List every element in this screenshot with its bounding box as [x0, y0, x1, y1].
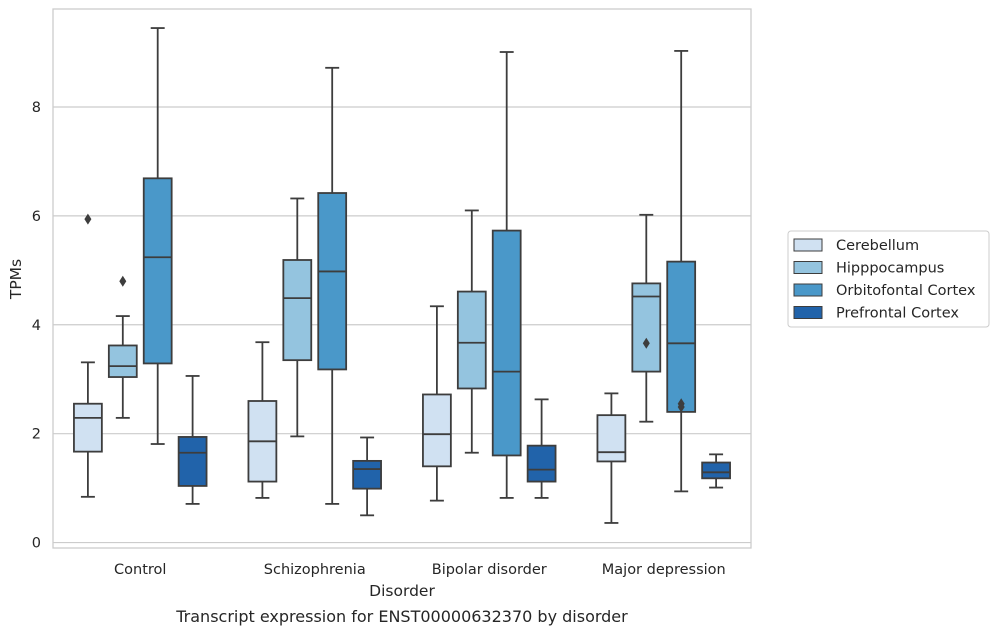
legend-swatch [793, 306, 823, 319]
y-tick-label: 8 [32, 100, 41, 116]
x-tick-label: Control [114, 562, 166, 578]
box-cerebellum [422, 305, 452, 502]
legend-swatch [793, 283, 823, 297]
outlier-marker [84, 213, 92, 225]
legend-swatch [793, 238, 823, 252]
y-axis-label: TPMs [7, 259, 25, 300]
y-tick-labels: 0 2 4 6 8 [32, 100, 41, 552]
y-tick-label: 2 [32, 427, 41, 443]
box-cerebellum [73, 213, 103, 498]
box-orbitofontal-cortex [142, 27, 173, 445]
box-cerebellum [596, 392, 627, 524]
iqr-box [491, 229, 522, 457]
iqr-box [526, 444, 557, 483]
box-orbitofontal-cortex [666, 50, 697, 493]
outlier-marker [642, 337, 650, 349]
x-tick-label: Schizophrenia [264, 562, 366, 578]
legend-label: Hipppocampus [836, 261, 944, 277]
iqr-box [666, 260, 697, 413]
box-prefrontal-cortex [177, 375, 208, 505]
box-prefrontal-cortex [526, 398, 557, 499]
y-tick-label: 0 [32, 536, 41, 552]
y-tick-label: 6 [32, 209, 41, 225]
iqr-box [456, 290, 487, 390]
box-hipppocampus [282, 197, 313, 438]
legend-label: Prefrontal Cortex [836, 306, 959, 322]
iqr-box [107, 344, 138, 378]
x-tick-label: Bipolar disorder [432, 562, 547, 578]
iqr-box [142, 177, 173, 365]
legend: Cerebellum Hipppocampus Orbitofontal Corte… [787, 230, 990, 328]
box-cerebellum [247, 341, 278, 499]
box-prefrontal-cortex [352, 436, 382, 517]
iqr-box [282, 259, 313, 362]
box-series [73, 27, 731, 524]
x-tick-labels: Control Schizophrenia Bipolar disorder Majo… [114, 562, 726, 578]
legend-frame [787, 230, 990, 328]
box-hipppocampus [107, 275, 138, 419]
box-prefrontal-cortex [701, 453, 731, 489]
outlier-marker [119, 275, 127, 287]
x-axis-label: Disorder [369, 582, 435, 600]
legend-label: Cerebellum [836, 238, 919, 254]
box-hipppocampus [456, 209, 487, 454]
iqr-box [631, 282, 662, 373]
outlier-marker [677, 401, 685, 413]
iqr-box [352, 459, 382, 490]
box-hipppocampus [631, 213, 662, 423]
iqr-box [73, 402, 103, 453]
box-orbitofontal-cortex [491, 51, 522, 499]
y-tick-label: 4 [32, 318, 41, 334]
legend-swatch [793, 261, 823, 274]
iqr-box [422, 393, 452, 468]
iqr-box [596, 414, 627, 463]
iqr-box [317, 192, 348, 371]
iqr-box [701, 461, 731, 480]
box-orbitofontal-cortex [317, 66, 348, 505]
x-tick-label: Major depression [602, 562, 726, 578]
figure-caption: Transcript expression for ENST0000063237… [175, 607, 628, 626]
legend-label: Orbitofontal Cortex [836, 283, 976, 299]
iqr-box [177, 436, 208, 487]
